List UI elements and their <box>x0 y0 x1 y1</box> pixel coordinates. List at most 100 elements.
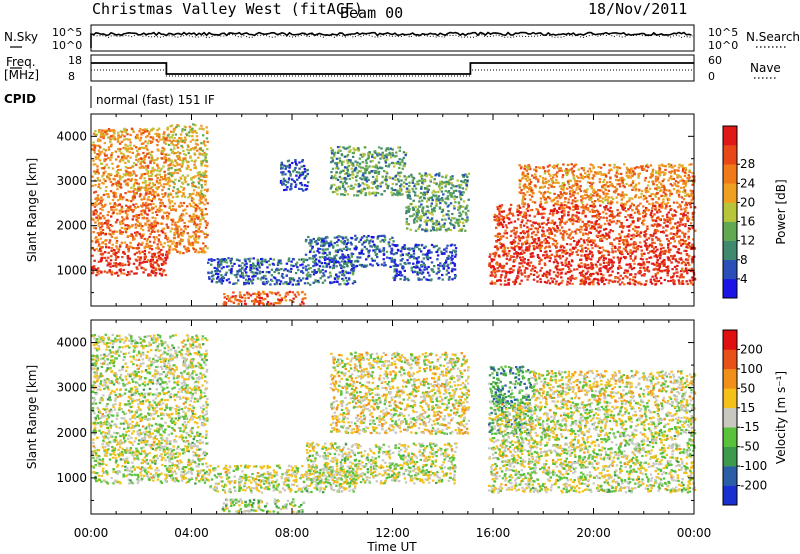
echo-cell <box>178 168 181 171</box>
echo-cell <box>567 277 570 280</box>
echo-cell <box>654 232 657 235</box>
echo-cell <box>388 257 391 260</box>
echo-cell <box>111 129 114 132</box>
echo-cell <box>461 210 465 213</box>
echo-cell <box>260 276 264 279</box>
echo-cell <box>411 175 414 178</box>
echo-cell <box>621 277 625 280</box>
echo-cell <box>151 166 154 169</box>
echo-cell <box>114 221 118 224</box>
echo-cell <box>628 282 632 285</box>
echo-cell <box>295 261 299 264</box>
echo-cell <box>184 247 187 250</box>
echo-cell <box>408 189 411 192</box>
echo-cell <box>599 267 602 270</box>
echo-cell <box>405 176 409 179</box>
echo-cell <box>129 141 132 144</box>
echo-cell <box>136 247 139 250</box>
echo-cell <box>657 264 660 267</box>
echo-cell <box>138 195 142 198</box>
echo-cell <box>331 191 335 194</box>
echo-cell <box>385 250 389 253</box>
echo-cell <box>171 173 174 176</box>
echo-cell <box>225 279 229 282</box>
echo-cell <box>186 205 189 208</box>
echo-cell <box>640 274 644 277</box>
echo-cell <box>635 207 638 211</box>
echo-cell <box>140 205 144 208</box>
echo-cell <box>368 193 371 196</box>
echo-cell <box>375 262 379 265</box>
echo-cell <box>395 183 398 186</box>
echo-cell <box>98 231 102 234</box>
echo-cell <box>158 250 161 253</box>
echo-cell <box>335 265 338 268</box>
echo-cell <box>373 181 376 184</box>
echo-cell <box>336 146 340 149</box>
echo-cell <box>168 206 171 209</box>
echo-cell <box>105 175 109 178</box>
echo-cell <box>420 215 423 218</box>
echo-cell <box>187 149 190 152</box>
echo-cell <box>369 263 372 266</box>
echo-cell <box>122 268 125 272</box>
echo-cell <box>449 182 452 185</box>
echo-cell <box>317 281 320 284</box>
echo-cell <box>505 262 508 265</box>
echo-cell <box>666 216 669 219</box>
echo-cell <box>163 175 167 178</box>
echo-cell <box>332 246 335 249</box>
echo-cell <box>129 156 132 159</box>
echo-cell <box>510 221 513 224</box>
echo-cell <box>104 131 107 134</box>
echo-cell <box>97 260 101 263</box>
echo-cell <box>168 184 171 187</box>
echo-cell <box>181 238 184 241</box>
echo-cell <box>425 268 429 271</box>
echo-cell <box>260 260 264 263</box>
echo-cell <box>389 265 392 268</box>
echo-cell <box>359 256 362 259</box>
echo-cell <box>544 238 547 241</box>
echo-cell <box>141 250 144 253</box>
echo-cell <box>446 244 449 247</box>
echo-cell <box>538 256 541 259</box>
echo-cell <box>606 219 609 222</box>
echo-cell <box>207 271 210 275</box>
echo-cell <box>505 271 508 274</box>
echo-cell <box>447 254 450 258</box>
echo-cell <box>397 273 401 277</box>
echo-cell <box>103 270 106 273</box>
echo-cell <box>239 270 242 273</box>
echo-cell <box>247 275 250 278</box>
echo-cell <box>136 244 140 247</box>
echo-cell <box>312 260 315 263</box>
echo-cell <box>219 262 223 265</box>
echo-cell <box>618 264 621 267</box>
echo-cell <box>493 281 497 285</box>
echo-cell <box>160 209 163 212</box>
echo-cell <box>632 233 635 236</box>
echo-cell <box>251 300 255 303</box>
echo-cell <box>178 218 181 221</box>
echo-cell <box>295 164 298 167</box>
echo-cell <box>236 299 239 302</box>
echo-cell <box>461 227 464 231</box>
echo-cell <box>638 270 641 273</box>
echo-cell <box>190 218 194 221</box>
echo-cell <box>415 215 418 218</box>
freq-unit-label: [MHz] <box>4 68 39 82</box>
echo-cell <box>273 270 276 274</box>
echo-cell <box>626 282 630 285</box>
echo-cell <box>518 266 521 269</box>
echo-cell <box>128 257 131 260</box>
echo-cell <box>109 229 112 232</box>
echo-cell <box>117 274 120 277</box>
echo-cell <box>189 130 192 133</box>
echo-cell <box>161 193 164 196</box>
echo-cell <box>326 257 329 260</box>
echo-cell <box>159 204 162 207</box>
echo-cell <box>296 178 299 181</box>
echo-cell <box>489 274 492 277</box>
echo-cell <box>602 277 605 280</box>
